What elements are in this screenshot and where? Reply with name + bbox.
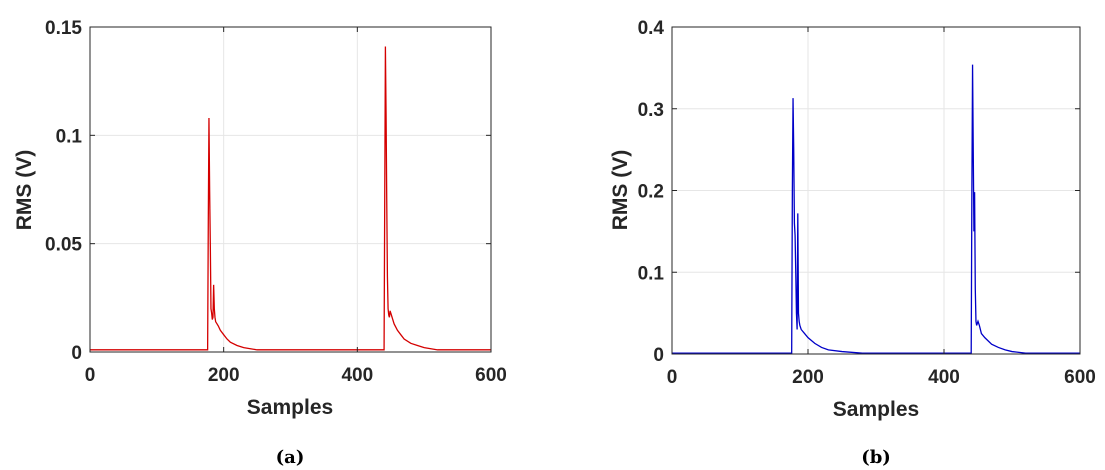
series-line-a xyxy=(90,46,491,351)
series-line-b xyxy=(672,64,1080,354)
x-tick-label: 200 xyxy=(208,365,240,386)
ticks-b: 0 200 400 600 0 0.1 0.2 0.3 0.4 xyxy=(638,18,1096,388)
plot-area-a xyxy=(90,27,491,352)
x-axis-label-a: Samples xyxy=(247,396,333,419)
caption-a: (a) xyxy=(276,447,305,468)
x-tick-label: 0 xyxy=(85,365,96,386)
y-tick-label: 0 xyxy=(71,343,82,364)
x-tick-label: 600 xyxy=(1064,367,1096,388)
y-tick-label: 0.05 xyxy=(45,235,82,256)
y-tick-label: 0.4 xyxy=(638,18,665,39)
grid-a xyxy=(90,27,491,352)
grid-b xyxy=(672,27,1080,354)
x-tick-label: 600 xyxy=(475,365,507,386)
y-tick-label: 0.2 xyxy=(638,182,664,203)
x-tick-label: 0 xyxy=(667,367,678,388)
axes-frame-a xyxy=(89,26,492,353)
x-tick-label: 400 xyxy=(341,365,373,386)
x-tick-label: 400 xyxy=(928,367,960,388)
caption-b: (b) xyxy=(861,447,891,468)
y-tick-label: 0.1 xyxy=(56,126,83,147)
y-tick-label: 0.1 xyxy=(638,263,665,284)
y-axis-label-a: RMS (V) xyxy=(13,150,36,231)
ticks-a: 0 200 400 600 0 0.05 0.1 0.15 xyxy=(45,18,507,386)
y-axis-label-b: RMS (V) xyxy=(609,150,632,231)
x-tick-label: 200 xyxy=(792,367,824,388)
y-tick-label: 0.15 xyxy=(45,18,82,39)
x-axis-label-b: Samples xyxy=(833,398,919,421)
y-tick-label: 0.3 xyxy=(638,100,664,121)
chart-a: 0 200 400 600 0 0.05 0.1 0.15 Samples RMS (V) (… xyxy=(13,18,507,468)
y-tick-label: 0 xyxy=(653,345,664,366)
